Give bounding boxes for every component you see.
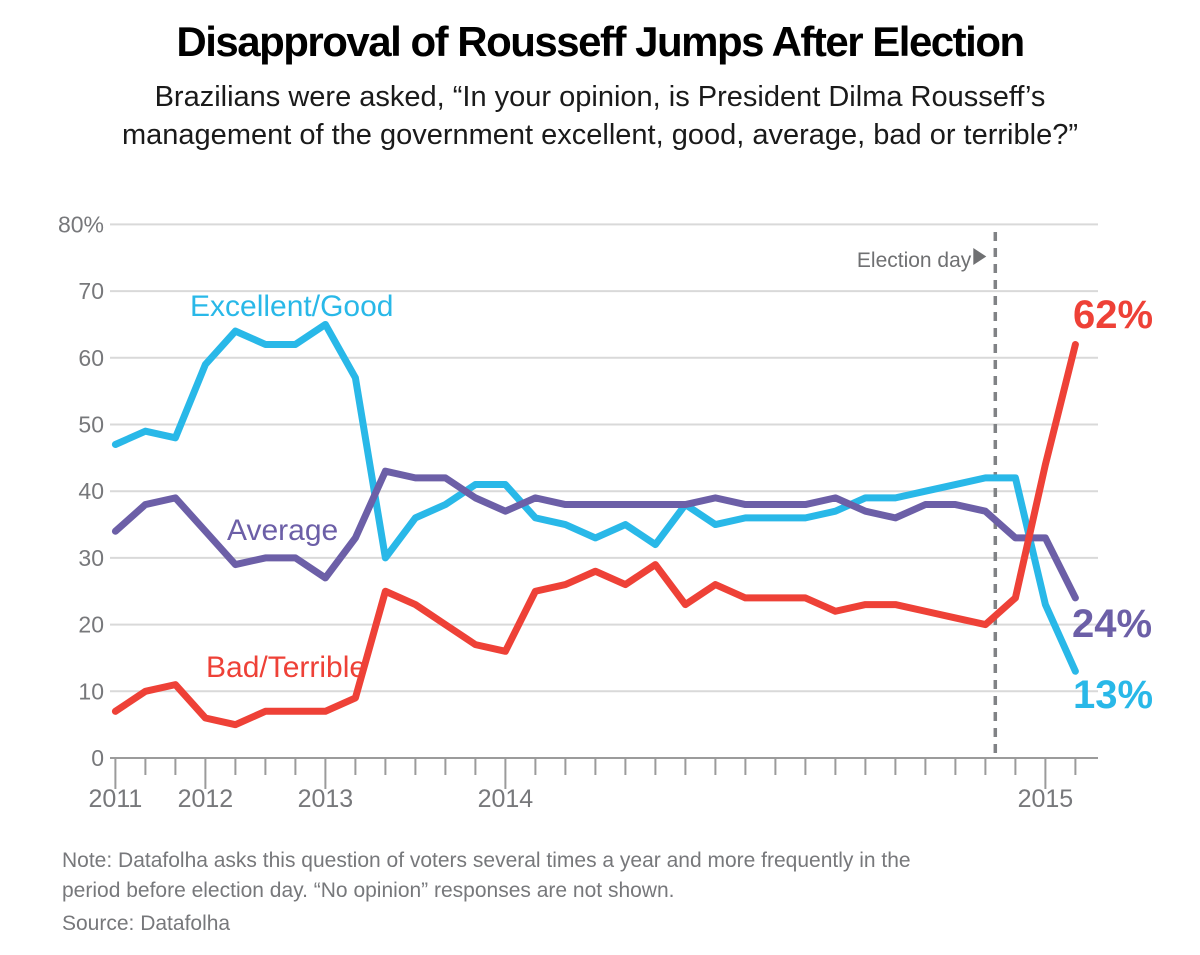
note-line-2: period before election day. “No opinion”…	[62, 879, 675, 902]
subtitle-line-2: management of the government excellent, …	[122, 119, 1078, 151]
end-value-label-bad_terrible: 62%	[1073, 293, 1153, 337]
y-axis-label: 60	[78, 345, 104, 371]
series-line-average	[111, 467, 1079, 602]
election-day-arrow-icon	[973, 248, 987, 265]
y-axis-label: 10	[78, 678, 104, 704]
y-axis-label: 20	[78, 612, 104, 638]
y-axis-label: 50	[78, 412, 104, 438]
x-axis-year-label-2012: 2012	[178, 785, 234, 813]
end-value-label-average: 24%	[1072, 602, 1152, 646]
chart-svg: 0 10 20 30 40 50 60 70 80% 2011 2012 2013 2014 2015 El…	[58, 211, 1153, 813]
note-line-1: Note: Datafolha asks this question of vo…	[62, 849, 911, 872]
subtitle-line-1: Brazilians were asked, “In your opinion,…	[154, 81, 1046, 113]
x-axis-year-label-2014: 2014	[478, 785, 534, 813]
x-axis-year-label-2015: 2015	[1018, 785, 1074, 813]
y-axis-label: 80%	[58, 211, 104, 237]
series-line-excellent_good	[111, 320, 1079, 675]
y-axis-label: 30	[78, 545, 104, 571]
election-day-label: Election day	[857, 249, 972, 272]
chart-subtitle: Brazilians were asked, “In your opinion,…	[0, 78, 1200, 154]
end-value-label-excellent_good: 13%	[1073, 673, 1153, 717]
y-axis-label: 40	[78, 478, 104, 504]
page-title: Disapproval of Rousseff Jumps After Elec…	[176, 18, 1025, 65]
x-axis-year-label-2011: 2011	[89, 785, 143, 813]
y-axis-label: 0	[91, 745, 104, 771]
series-line-bad_terrible	[111, 340, 1079, 729]
y-axis-label: 70	[78, 278, 104, 304]
series-label-bad_terrible: Bad/Terrible	[206, 651, 366, 684]
chart-source: Source: Datafolha	[62, 912, 231, 935]
series-label-average: Average	[227, 514, 338, 547]
chart-note: Note: Datafolha asks this question of vo…	[62, 846, 911, 906]
x-axis-year-label-2013: 2013	[298, 785, 354, 813]
series-label-excellent_good: Excellent/Good	[190, 290, 393, 323]
